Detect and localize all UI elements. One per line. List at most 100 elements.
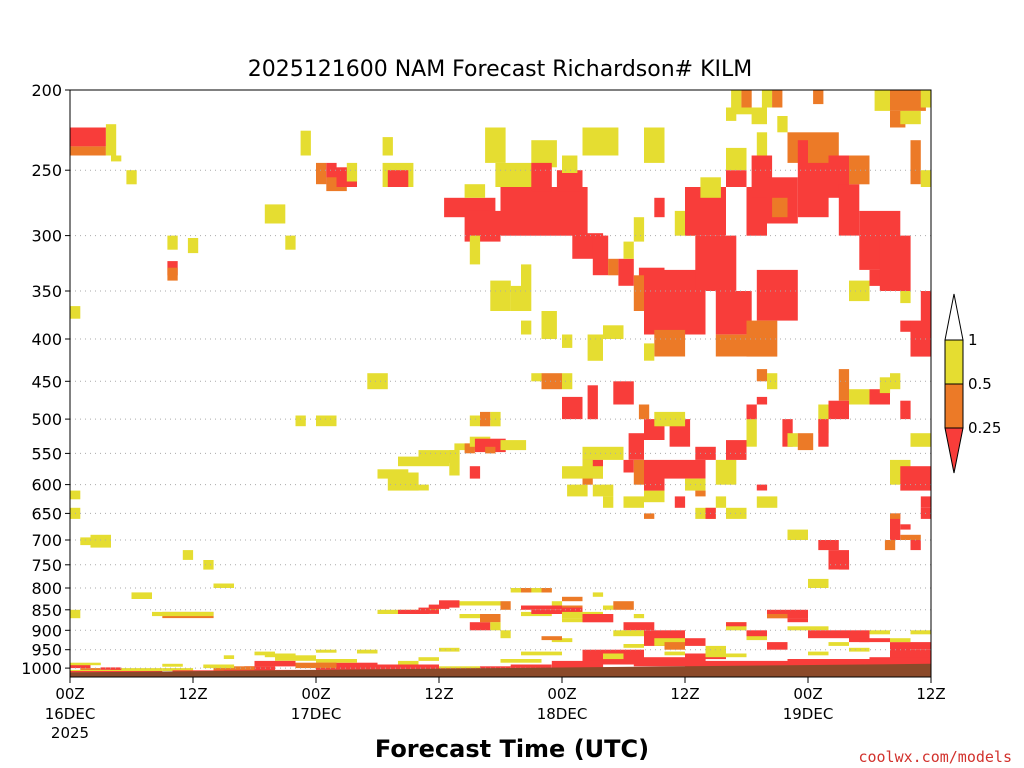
heatmap-cell-315 xyxy=(70,671,163,673)
heatmap-cell-158 xyxy=(884,540,896,551)
heatmap-cell-25 xyxy=(469,235,481,265)
heatmap-cell-30 xyxy=(531,162,552,192)
heatmap-cell-286 xyxy=(603,653,624,660)
heatmap-cell-232 xyxy=(500,630,511,639)
colorbar-legend: 1 0.5 0.25 xyxy=(944,293,1001,474)
heatmap-cell-241 xyxy=(562,607,583,614)
heatmap-cell-226 xyxy=(439,600,460,608)
heatmap-cell-118 xyxy=(628,433,644,460)
heatmap-cell-332 xyxy=(316,649,337,653)
pressure-gridlines xyxy=(70,169,931,669)
heatmap-cell-268 xyxy=(808,630,849,639)
heatmap-cell-239 xyxy=(531,609,573,614)
x-axis-label: Forecast Time (UTC) xyxy=(375,735,649,763)
heatmap-cell-24 xyxy=(464,184,486,198)
heatmap-cell-146 xyxy=(910,433,931,447)
heatmap-cell-193 xyxy=(449,450,460,476)
heatmap-cell-294 xyxy=(398,660,419,665)
heatmap-cell-103 xyxy=(900,320,911,332)
heatmap-cell-32 xyxy=(562,155,578,173)
heatmap-cell-130 xyxy=(746,404,757,420)
heatmap-cell-133 xyxy=(767,373,778,390)
heatmap-cell-106 xyxy=(521,264,532,311)
x-tick-time-0: 00Z xyxy=(55,685,84,703)
heatmap-cell-131 xyxy=(756,396,768,405)
x-tick-day-72: 19DEC xyxy=(783,705,834,723)
heatmap-cell-181 xyxy=(715,496,727,508)
heatmap-cell-323 xyxy=(705,653,747,658)
heatmap-cell-11 xyxy=(264,204,286,224)
chart-title: 2025121600 NAM Forecast Richardson# KILM xyxy=(248,57,753,82)
heatmap-cell-237 xyxy=(521,605,562,610)
y-tick-label-350: 350 xyxy=(31,282,62,301)
heatmap-cell-4 xyxy=(111,155,122,162)
heatmap-cell-19 xyxy=(382,137,393,156)
heatmap-cell-111 xyxy=(562,373,573,390)
heatmap-cell-321 xyxy=(623,644,644,648)
heatmap-cell-76 xyxy=(849,155,870,185)
heatmap-cell-73 xyxy=(813,90,824,105)
heatmap-cell-219 xyxy=(152,611,214,617)
heatmap-cell-132 xyxy=(756,369,768,382)
heatmap-cell-107 xyxy=(521,320,532,335)
heatmap-cell-134 xyxy=(782,419,793,447)
heatmap-cell-227 xyxy=(459,601,501,606)
heatmap-cell-272 xyxy=(859,638,891,643)
heatmap-cell-190 xyxy=(582,459,593,473)
colorbar-top-triangle xyxy=(944,293,964,341)
heatmap-cell-166 xyxy=(787,529,808,540)
heatmap-cell-163 xyxy=(920,496,932,508)
heatmap-cell-297 xyxy=(295,662,337,669)
heatmap-cell-179 xyxy=(623,496,644,508)
y-tick-label-500: 500 xyxy=(31,410,62,429)
heatmap-cell-175 xyxy=(633,459,645,485)
y-tick-label-400: 400 xyxy=(31,330,62,349)
heatmap-cell-161 xyxy=(900,534,921,540)
heatmap-cell-302 xyxy=(244,666,276,671)
heatmap-cell-18 xyxy=(346,162,358,182)
y-tick-label-850: 850 xyxy=(31,601,62,620)
heatmap-cell-189 xyxy=(592,484,614,497)
heatmap-cell-251 xyxy=(623,622,655,631)
heatmap-cell-129 xyxy=(746,419,757,447)
colorbar-bottom-triangle xyxy=(944,427,964,474)
y-tick-label-900: 900 xyxy=(31,621,62,640)
heatmap-cell-119 xyxy=(638,404,650,420)
heatmap-cell-210 xyxy=(70,490,81,500)
heatmap-cell-273 xyxy=(890,642,911,654)
heatmap-cell-36 xyxy=(608,258,619,276)
heatmap-cell-54 xyxy=(726,147,747,171)
heatmap-cell-311 xyxy=(100,667,122,670)
heatmap-cell-254 xyxy=(654,638,686,646)
heatmap-cell-67 xyxy=(761,90,773,108)
heatmap-cell-5 xyxy=(126,170,137,185)
heatmap-cell-29 xyxy=(531,140,557,168)
heatmap-cell-252 xyxy=(613,630,645,637)
heatmap-cell-64 xyxy=(731,107,762,115)
heatmap-cell-220 xyxy=(70,609,81,619)
x-tick-day-0: 16DEC xyxy=(45,705,96,723)
heatmap-cell-141 xyxy=(849,389,870,405)
heatmap-cell-207 xyxy=(367,373,388,390)
heatmap-cell-249 xyxy=(613,601,634,610)
heatmap-cell-289 xyxy=(500,659,542,663)
heatmap-cell-283 xyxy=(685,660,788,668)
heatmap-cell-208 xyxy=(295,415,306,427)
heatmap-cell-217 xyxy=(131,592,152,599)
heatmap-cell-157 xyxy=(890,513,901,540)
heatmap-cell-125 xyxy=(695,490,706,497)
heatmap-cell-174 xyxy=(623,459,634,473)
heatmap-cell-46 xyxy=(654,197,665,218)
heatmap-cell-127 xyxy=(715,459,737,485)
heatmap-cell-53 xyxy=(726,170,747,187)
heatmap-cell-33 xyxy=(582,127,619,156)
heatmap-cell-115 xyxy=(587,385,598,420)
heatmap-cell-230 xyxy=(480,614,501,623)
x-tick-time-72: 00Z xyxy=(793,685,822,703)
heatmap-cell-243 xyxy=(551,601,563,606)
heatmap-cell-198 xyxy=(464,443,475,454)
y-tick-label-300: 300 xyxy=(31,227,62,246)
heatmap-cell-172 xyxy=(582,446,624,460)
heatmap-cell-169 xyxy=(644,490,665,503)
credit-text: coolwx.com/models xyxy=(858,748,1012,766)
